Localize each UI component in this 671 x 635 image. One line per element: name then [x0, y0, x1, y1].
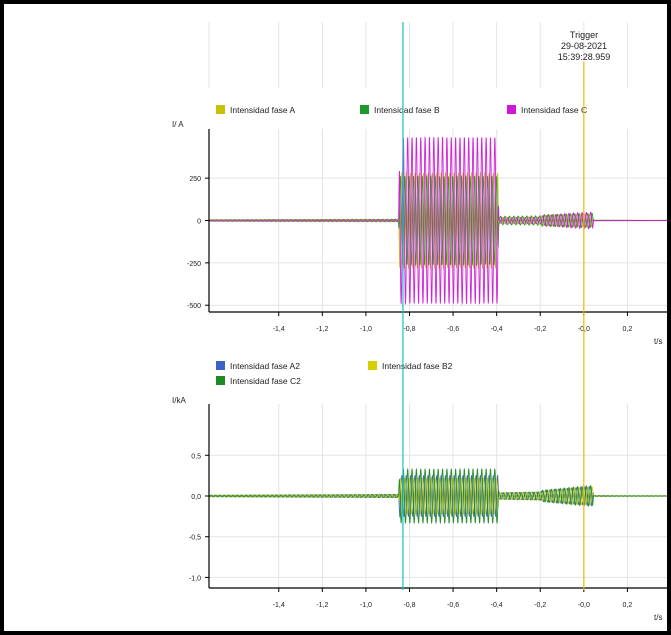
y-tick-label: -0,5 [189, 535, 201, 542]
x-tick-label: -1,4 [273, 326, 285, 333]
x-tick-label: -0,6 [447, 326, 459, 333]
legend-swatch [216, 376, 225, 385]
trigger-info: Trigger 29-08-2021 15:39:28.959 [524, 30, 644, 63]
y-tick-label: 250 [189, 176, 201, 183]
legend-label: Intensidad fase B2 [382, 361, 453, 371]
legend-label: Intensidad fase B [374, 105, 440, 115]
x-tick-label: -0,6 [447, 602, 459, 609]
x-tick-label: -0,0 [578, 602, 590, 609]
legend: Intensidad fase A Intensidad fase B Intens… [216, 105, 587, 115]
legend-label: Intensidad fase C [521, 105, 587, 115]
trigger-date: 29-08-2021 [560, 41, 608, 51]
legend-swatch [216, 105, 225, 114]
legend-label: Intensidad fase A2 [230, 361, 300, 371]
chart-panel-1: -500 -250 0 250 -1,4 -1,2 -1,0 -0,8 -0,6 -0,4 -0,2… [172, 105, 667, 346]
x-tick-label: -0,8 [403, 326, 415, 333]
trigger-label: Trigger [569, 30, 599, 40]
x-tick-label: -0,2 [534, 602, 546, 609]
y-tick-label: -1,0 [189, 575, 201, 582]
legend: Intensidad fase A2 Intensidad fase B2 Inte… [216, 361, 453, 386]
legend-swatch [507, 105, 516, 114]
legend-swatch [216, 361, 225, 370]
chart-panel-2: -1,0 -0,5 0,0 0,5 -1,4 -1,2 -1,0 -0,8 -0,6 -0,4 -0… [172, 361, 667, 622]
y-axis-title: I/ A [172, 120, 184, 129]
legend-label: Intensidad fase A [230, 105, 296, 115]
legend-label: Intensidad fase C2 [230, 376, 301, 386]
x-tick-label: -1,2 [316, 602, 328, 609]
x-tick-label: -0,8 [403, 602, 415, 609]
legend-swatch [360, 105, 369, 114]
x-tick-label: -0,4 [491, 326, 503, 333]
x-tick-label: -0,2 [534, 326, 546, 333]
y-tick-label: 0 [197, 219, 201, 226]
x-tick-label: 0,2 [623, 326, 633, 333]
y-tick-label: -500 [187, 303, 201, 310]
y-tick-label: 0,5 [191, 453, 201, 460]
series-line-3 [208, 136, 667, 306]
trigger-time: 15:39:28.959 [557, 52, 611, 62]
x-tick-label: -0,4 [491, 602, 503, 609]
x-tick-label: -1,2 [316, 326, 328, 333]
x-tick-label: -1,0 [360, 326, 372, 333]
x-axis-title: t/s [654, 613, 662, 622]
y-axis-title: I/kA [172, 396, 186, 405]
x-axis-title: t/s [654, 337, 662, 346]
y-tick-label: 0,0 [191, 494, 201, 501]
x-tick-label: -1,4 [273, 602, 285, 609]
legend-swatch [368, 361, 377, 370]
x-tick-label: 0,2 [623, 602, 633, 609]
x-tick-label: -1,0 [360, 602, 372, 609]
oscillography-chart: -500 -250 0 250 -1,4 -1,2 -1,0 -0,8 -0,6 -0,4 -0,2… [172, 22, 667, 622]
y-tick-label: -250 [187, 261, 201, 268]
series-line-3 [208, 467, 667, 525]
